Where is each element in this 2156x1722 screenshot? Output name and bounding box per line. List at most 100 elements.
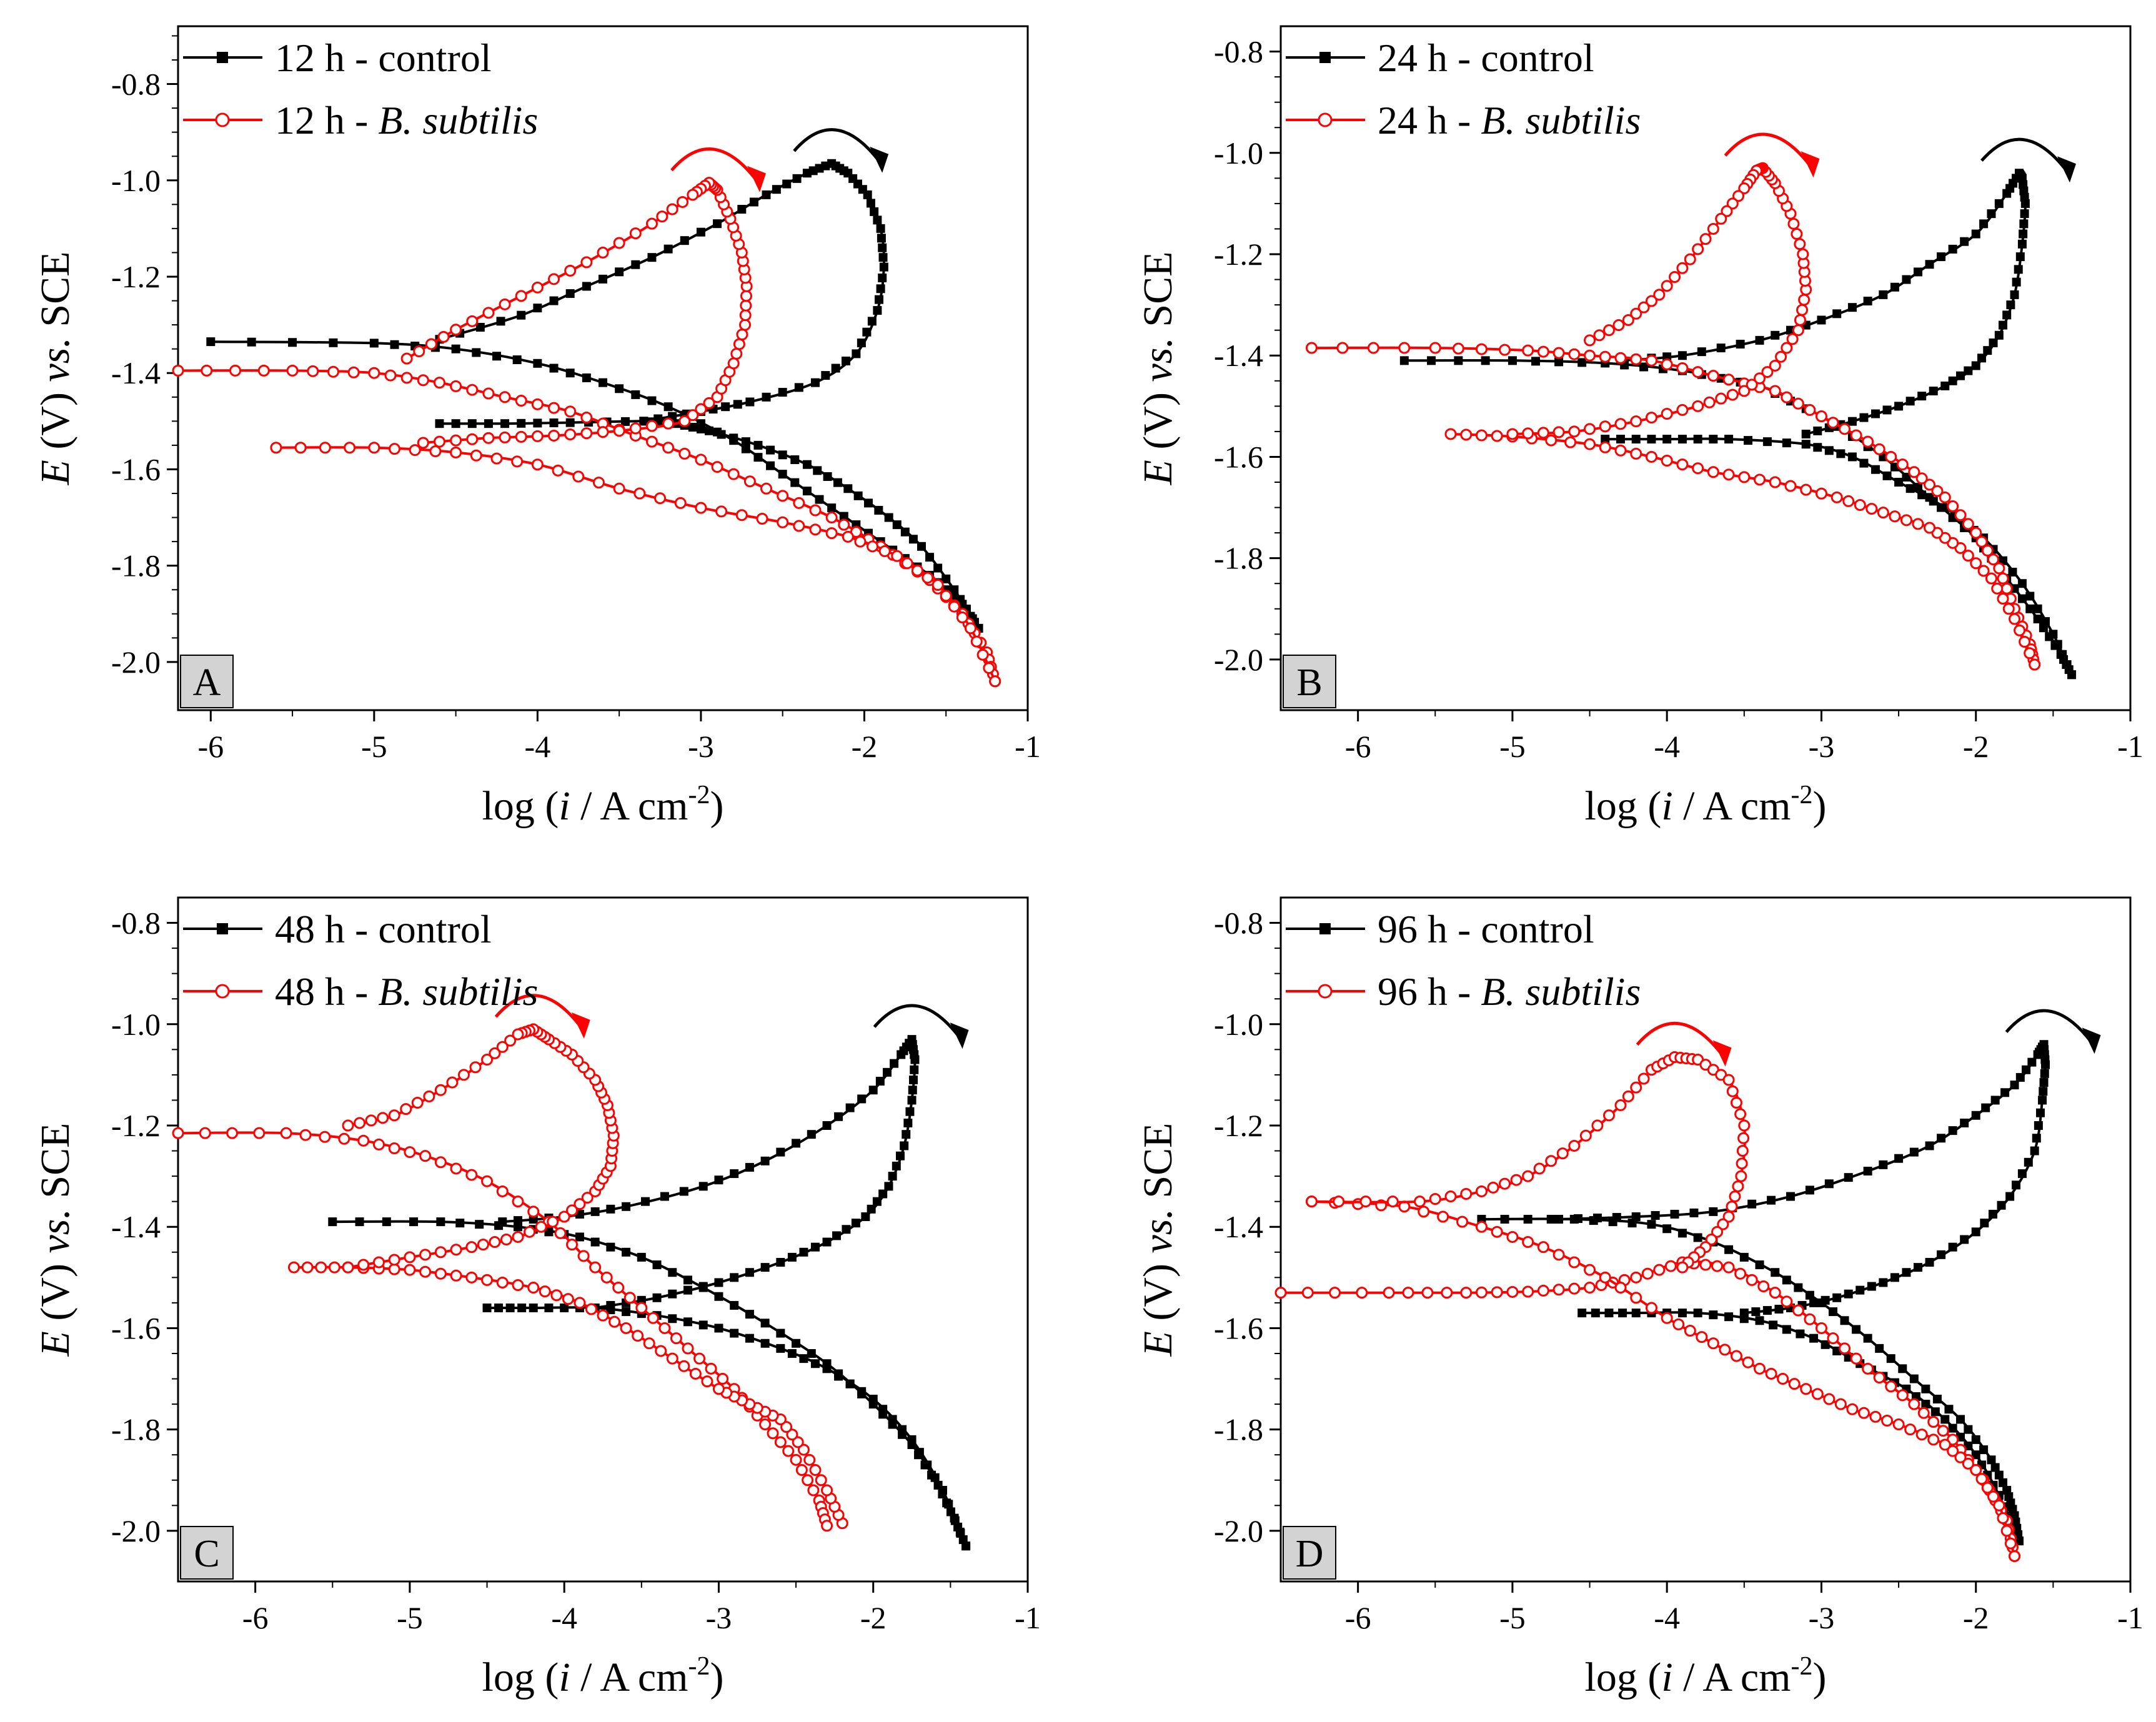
data-point [1696, 1331, 1708, 1343]
data-point [1786, 1192, 1795, 1201]
data-point [1618, 1309, 1627, 1318]
data-point [1645, 354, 1657, 367]
legend-item: 24 h - B. subtilis [1286, 98, 1641, 142]
data-point [514, 1216, 522, 1225]
data-point [1716, 344, 1726, 353]
data-point [868, 1086, 878, 1095]
series-line-pit [502, 1038, 917, 1309]
data-point [517, 1304, 527, 1312]
data-point [1630, 353, 1642, 365]
data-point [787, 1252, 797, 1262]
data-point [1832, 1293, 1842, 1302]
data-point [803, 1453, 816, 1466]
data-point [1508, 356, 1517, 365]
data-point [884, 513, 893, 522]
data-point [631, 390, 640, 399]
data-point [1801, 429, 1811, 438]
arrow-head [870, 146, 889, 173]
data-point [776, 1147, 785, 1157]
data-point [712, 1383, 725, 1395]
data-point [1592, 1214, 1602, 1223]
data-point [1863, 1167, 1872, 1175]
data-point [822, 1237, 832, 1247]
data-point [382, 1217, 391, 1227]
data-point [1882, 471, 1892, 480]
data-point [1902, 275, 1911, 284]
series-bsubtilis [172, 147, 1001, 688]
data-point [1852, 1325, 1861, 1334]
data-point [857, 339, 866, 348]
direction-arrow [873, 1004, 960, 1037]
data-point [1915, 472, 1928, 485]
data-point [511, 455, 524, 468]
data-point [1537, 345, 1549, 358]
data-point [1971, 1435, 1980, 1444]
data-point [1954, 509, 1967, 522]
data-point [1869, 1410, 1882, 1423]
data-point [2035, 1108, 2045, 1117]
data-point [1873, 443, 1885, 455]
data-point [1879, 1160, 1888, 1169]
data-point [1865, 503, 1878, 515]
y-axis-title: E (V) vs. SCE [1135, 252, 1181, 486]
data-point [1499, 1177, 1511, 1190]
data-point [1421, 1287, 1434, 1299]
data-point [891, 550, 903, 562]
data-point [668, 1268, 677, 1277]
data-point [897, 1050, 906, 1059]
x-tick-label: -5 [1499, 729, 1526, 764]
data-point [613, 482, 625, 495]
data-point [705, 1362, 717, 1375]
data-point [1602, 324, 1615, 337]
legend-marker [1319, 923, 1331, 934]
data-point [1871, 409, 1880, 418]
data-point [745, 397, 755, 407]
y-tick-label: -1.4 [111, 1209, 161, 1244]
data-point [792, 1339, 801, 1348]
data-point [434, 1084, 447, 1096]
data-point [1707, 370, 1719, 382]
data-point [2004, 1537, 2017, 1550]
data-point [1661, 1312, 1673, 1324]
data-point [1475, 1185, 1488, 1197]
data-point [877, 234, 886, 243]
data-point [1522, 427, 1534, 440]
data-point [1970, 1464, 1982, 1477]
series-line-forward [1404, 359, 2073, 676]
data-point [714, 1278, 723, 1287]
data-point [1441, 1287, 1453, 1299]
data-point [1661, 358, 1673, 370]
data-point [745, 1334, 754, 1343]
data-point [1885, 450, 1897, 463]
y-tick-label: -1.4 [111, 355, 161, 390]
data-point [940, 590, 952, 602]
data-point [1892, 1418, 1905, 1431]
data-point [400, 1103, 412, 1116]
data-point [729, 433, 738, 443]
data-point [807, 1484, 820, 1497]
data-point [2067, 670, 2077, 680]
data-point [1988, 1209, 1997, 1219]
data-point [857, 1387, 867, 1396]
data-point [917, 542, 926, 551]
data-point [760, 1156, 770, 1165]
data-point [1859, 458, 1869, 468]
data-point [1921, 1400, 1930, 1409]
data-point [1769, 1320, 1778, 1330]
data-point [577, 1250, 590, 1262]
data-point [2027, 1057, 2037, 1067]
data-point [1977, 565, 1990, 577]
data-point [633, 487, 646, 500]
data-point [1882, 405, 1892, 415]
data-point [1947, 500, 1959, 513]
data-point [535, 1220, 547, 1233]
data-point [1545, 434, 1557, 447]
data-point [1568, 1282, 1581, 1295]
y-tick-label: -1.6 [111, 452, 161, 487]
data-point [512, 355, 522, 365]
data-point [1554, 1215, 1564, 1224]
data-point [338, 1132, 350, 1145]
data-point [450, 324, 462, 336]
data-point [715, 505, 728, 518]
data-point [759, 1418, 772, 1431]
